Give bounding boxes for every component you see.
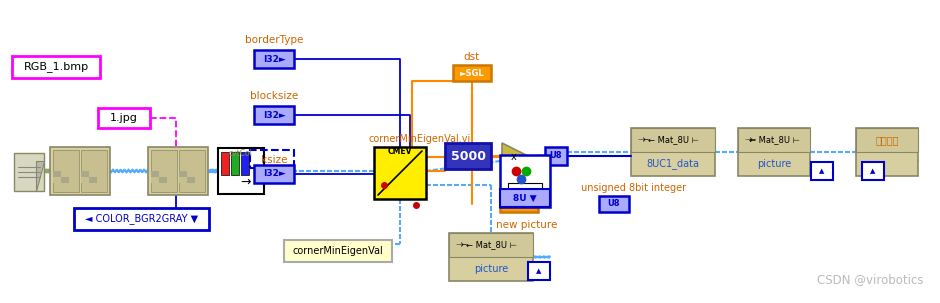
- Text: ▲: ▲: [820, 168, 824, 174]
- Text: RGB_1.bmp: RGB_1.bmp: [24, 62, 88, 72]
- Text: 1.jpg: 1.jpg: [110, 113, 138, 123]
- Bar: [254, 50, 294, 68]
- Bar: [374, 147, 426, 199]
- Bar: [528, 262, 550, 280]
- Bar: [61, 171, 69, 177]
- Bar: [599, 196, 629, 212]
- Text: 8U ▼: 8U ▼: [513, 194, 537, 202]
- Text: CMEV: CMEV: [388, 148, 413, 157]
- Bar: [500, 189, 550, 207]
- Bar: [231, 152, 239, 175]
- Bar: [187, 171, 195, 177]
- Text: unsigned 8bit integer: unsigned 8bit integer: [582, 183, 686, 193]
- Bar: [89, 171, 97, 177]
- Text: I32►: I32►: [262, 169, 286, 178]
- Text: dst: dst: [463, 52, 480, 62]
- Text: U8: U8: [608, 199, 620, 208]
- Bar: [284, 240, 392, 262]
- Bar: [856, 128, 918, 176]
- Text: ← Mat_8U ⊢: ← Mat_8U ⊢: [465, 241, 516, 249]
- Bar: [187, 177, 195, 183]
- Bar: [61, 177, 69, 183]
- Text: U8: U8: [550, 152, 562, 161]
- Bar: [453, 65, 491, 81]
- Bar: [81, 150, 107, 192]
- Text: cornerMinEigenVal.vi: cornerMinEigenVal.vi: [368, 134, 471, 144]
- Bar: [862, 162, 884, 180]
- Bar: [148, 147, 208, 195]
- Text: ksize: ksize: [260, 155, 288, 165]
- Bar: [14, 153, 44, 191]
- Text: ← Mat_8U ⊢: ← Mat_8U ⊢: [748, 135, 799, 145]
- Text: borderType: borderType: [244, 35, 304, 45]
- Text: ⊣←: ⊣←: [637, 137, 649, 143]
- Text: ►SGL: ►SGL: [507, 199, 531, 208]
- Bar: [738, 128, 810, 152]
- Text: ▲: ▲: [537, 268, 541, 274]
- Bar: [179, 150, 205, 192]
- Text: ►SGL: ►SGL: [460, 68, 484, 78]
- Bar: [218, 148, 264, 194]
- Text: ▲: ▲: [870, 168, 876, 174]
- Text: ⊣←: ⊣←: [744, 137, 756, 143]
- Bar: [74, 208, 209, 230]
- Bar: [631, 128, 715, 152]
- Polygon shape: [502, 143, 530, 171]
- Bar: [53, 150, 79, 192]
- Text: x*y: x*y: [510, 183, 527, 193]
- Bar: [89, 177, 97, 183]
- Bar: [12, 56, 100, 78]
- Polygon shape: [36, 161, 44, 191]
- Text: ← Mat_8U ⊢: ← Mat_8U ⊢: [648, 135, 698, 145]
- Bar: [500, 196, 538, 212]
- Text: →: →: [241, 176, 251, 189]
- Text: 8UC1_data: 8UC1_data: [647, 158, 699, 169]
- Text: 角点检测: 角点检测: [875, 135, 899, 145]
- Bar: [449, 233, 533, 281]
- Bar: [856, 128, 918, 152]
- Text: blocksize: blocksize: [250, 91, 298, 101]
- Text: I32►: I32►: [262, 55, 286, 64]
- Text: CSDN @virobotics: CSDN @virobotics: [817, 274, 923, 287]
- Bar: [500, 155, 550, 207]
- Bar: [545, 147, 567, 165]
- Bar: [179, 177, 187, 183]
- Bar: [53, 177, 61, 183]
- Bar: [254, 165, 294, 183]
- Text: I32►: I32►: [262, 111, 286, 119]
- Bar: [738, 128, 810, 176]
- Bar: [811, 162, 833, 180]
- Bar: [179, 171, 187, 177]
- Text: 5000: 5000: [450, 149, 485, 162]
- Bar: [151, 177, 159, 183]
- Bar: [631, 128, 715, 176]
- Text: cvtCol: cvtCol: [229, 148, 253, 158]
- Bar: [53, 171, 61, 177]
- Bar: [241, 152, 249, 175]
- Bar: [445, 143, 491, 169]
- Bar: [159, 177, 167, 183]
- Bar: [81, 171, 89, 177]
- Bar: [221, 152, 229, 175]
- Bar: [151, 150, 177, 192]
- Bar: [151, 171, 159, 177]
- Bar: [159, 171, 167, 177]
- Bar: [250, 150, 294, 168]
- Text: x: x: [510, 152, 516, 162]
- Text: picture: picture: [474, 264, 509, 274]
- Bar: [81, 177, 89, 183]
- Bar: [50, 147, 110, 195]
- Text: cornerMinEigenVal: cornerMinEigenVal: [292, 246, 384, 256]
- Text: ⊣←: ⊣←: [455, 242, 467, 248]
- Text: picture: picture: [757, 159, 791, 169]
- Bar: [254, 106, 294, 124]
- Text: ◄ COLOR_BGR2GRAY ▼: ◄ COLOR_BGR2GRAY ▼: [85, 214, 198, 225]
- Bar: [449, 233, 533, 257]
- Text: new picture: new picture: [496, 220, 557, 230]
- Bar: [98, 108, 150, 128]
- Bar: [508, 183, 542, 195]
